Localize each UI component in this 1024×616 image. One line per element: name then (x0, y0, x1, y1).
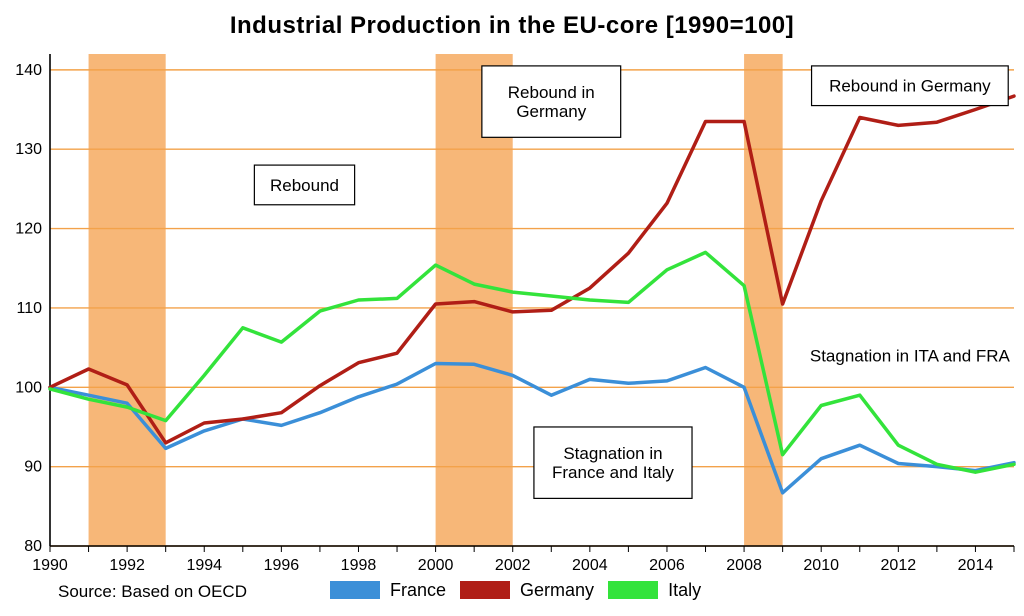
svg-text:Rebound: Rebound (270, 176, 339, 195)
svg-text:Stagnation in ITA and FRA: Stagnation in ITA and FRA (810, 347, 1011, 366)
chart-footer: Source: Based on OECD France Germany Ita… (0, 570, 1024, 606)
chart-plot: 8090100110120130140199019921994199619982… (0, 0, 1024, 616)
svg-text:130: 130 (15, 141, 42, 158)
svg-text:Germany: Germany (516, 102, 586, 121)
legend-item-germany: Germany (460, 580, 594, 601)
svg-text:Rebound in: Rebound in (508, 83, 595, 102)
legend-item-france: France (330, 580, 446, 601)
legend-swatch-italy (608, 581, 658, 599)
chart-container: Industrial Production in the EU-core [19… (0, 0, 1024, 616)
svg-text:France and Italy: France and Italy (552, 463, 674, 482)
svg-text:90: 90 (24, 459, 42, 476)
legend-swatch-france (330, 581, 380, 599)
svg-text:Stagnation in: Stagnation in (563, 444, 662, 463)
legend-label-france: France (390, 580, 446, 601)
svg-text:Rebound in Germany: Rebound in Germany (829, 77, 991, 96)
legend-label-germany: Germany (520, 580, 594, 601)
svg-text:140: 140 (15, 62, 42, 79)
svg-text:120: 120 (15, 221, 42, 238)
svg-text:80: 80 (24, 538, 42, 555)
svg-text:110: 110 (16, 300, 42, 317)
chart-legend: France Germany Italy (330, 574, 701, 606)
svg-text:100: 100 (15, 379, 42, 396)
legend-label-italy: Italy (668, 580, 701, 601)
legend-swatch-germany (460, 581, 510, 599)
legend-item-italy: Italy (608, 580, 701, 601)
chart-source: Source: Based on OECD (58, 582, 247, 602)
